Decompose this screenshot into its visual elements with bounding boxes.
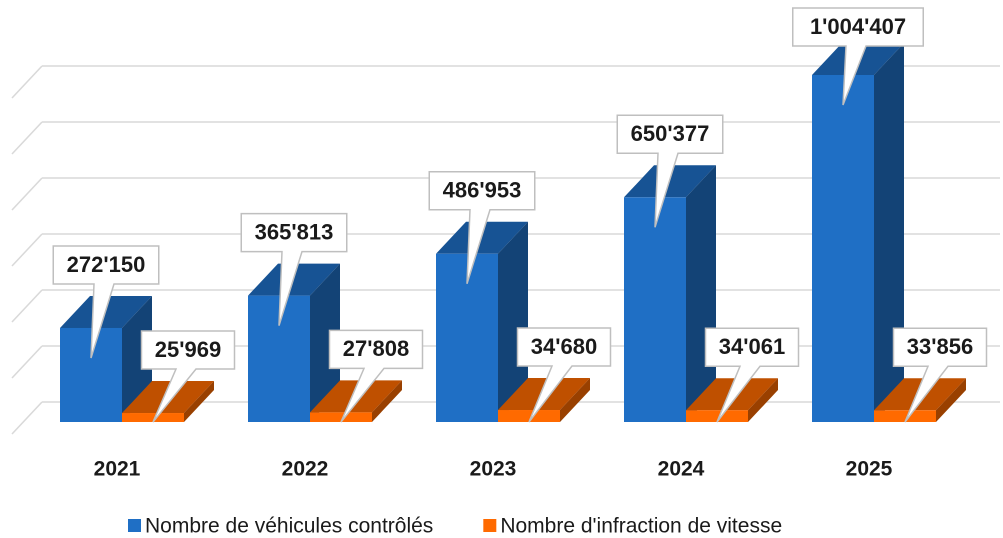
- grid-line: [11, 289, 43, 323]
- bar: [248, 263, 340, 422]
- value-label: 33'856: [907, 334, 973, 359]
- bar-side: [874, 43, 904, 422]
- bar-side: [748, 378, 778, 422]
- bar-front: [498, 410, 560, 422]
- bar: [624, 165, 716, 422]
- callout: [428, 171, 536, 284]
- value-label: 272'150: [67, 252, 146, 277]
- bar: [436, 221, 528, 422]
- bar: [812, 43, 904, 422]
- grid-line: [11, 233, 43, 267]
- value-label: 34'061: [719, 334, 785, 359]
- grid-line: [11, 401, 43, 435]
- bar-side: [936, 378, 966, 422]
- x-tick-label: 2022: [282, 458, 329, 481]
- callout: [792, 7, 924, 106]
- callout: [52, 245, 160, 359]
- value-label: 1'004'407: [810, 14, 906, 39]
- grid-line: [11, 177, 43, 211]
- labels: 2021 272'150 25'969 2022 365'813 27'808 2023 48…: [52, 7, 988, 481]
- legend-swatch: [128, 519, 141, 532]
- bar: [60, 295, 152, 422]
- value-label: 27'808: [343, 336, 409, 361]
- bar-front: [874, 410, 936, 422]
- legend: Nombre de véhicules contrôlés Nombre d'in…: [128, 515, 782, 538]
- callout: [240, 212, 348, 326]
- grid-line: [11, 121, 43, 155]
- bar-front: [310, 412, 372, 422]
- x-tick-label: 2021: [94, 458, 141, 481]
- legend-swatch: [483, 519, 497, 532]
- value-label: 650'377: [631, 121, 710, 146]
- bar-side: [560, 378, 590, 422]
- grid-line: [11, 65, 43, 99]
- bar-side: [310, 263, 340, 422]
- bar-front: [686, 410, 748, 422]
- legend-label: Nombre d'infraction de vitesse: [500, 515, 782, 538]
- bar-side: [184, 381, 214, 422]
- value-label: 34'680: [531, 334, 597, 359]
- value-label: 365'813: [255, 219, 334, 244]
- callout: [516, 327, 612, 423]
- bar-front: [122, 413, 184, 422]
- bar-side: [372, 380, 402, 422]
- bar-side: [498, 221, 528, 422]
- callout: [328, 329, 424, 423]
- x-tick-label: 2025: [846, 458, 893, 481]
- legend-label: Nombre de véhicules contrôlés: [145, 515, 433, 538]
- bar-front: [812, 75, 874, 422]
- x-tick-label: 2024: [658, 458, 705, 481]
- value-label: 486'953: [443, 178, 522, 203]
- value-label: 25'969: [155, 337, 221, 362]
- callout: [704, 327, 800, 423]
- callout: [892, 327, 988, 423]
- bars: [60, 43, 966, 422]
- callout: [140, 330, 236, 423]
- grid-line: [11, 345, 43, 379]
- x-tick-label: 2023: [470, 458, 517, 481]
- bar-front: [624, 197, 686, 422]
- callout: [616, 114, 724, 228]
